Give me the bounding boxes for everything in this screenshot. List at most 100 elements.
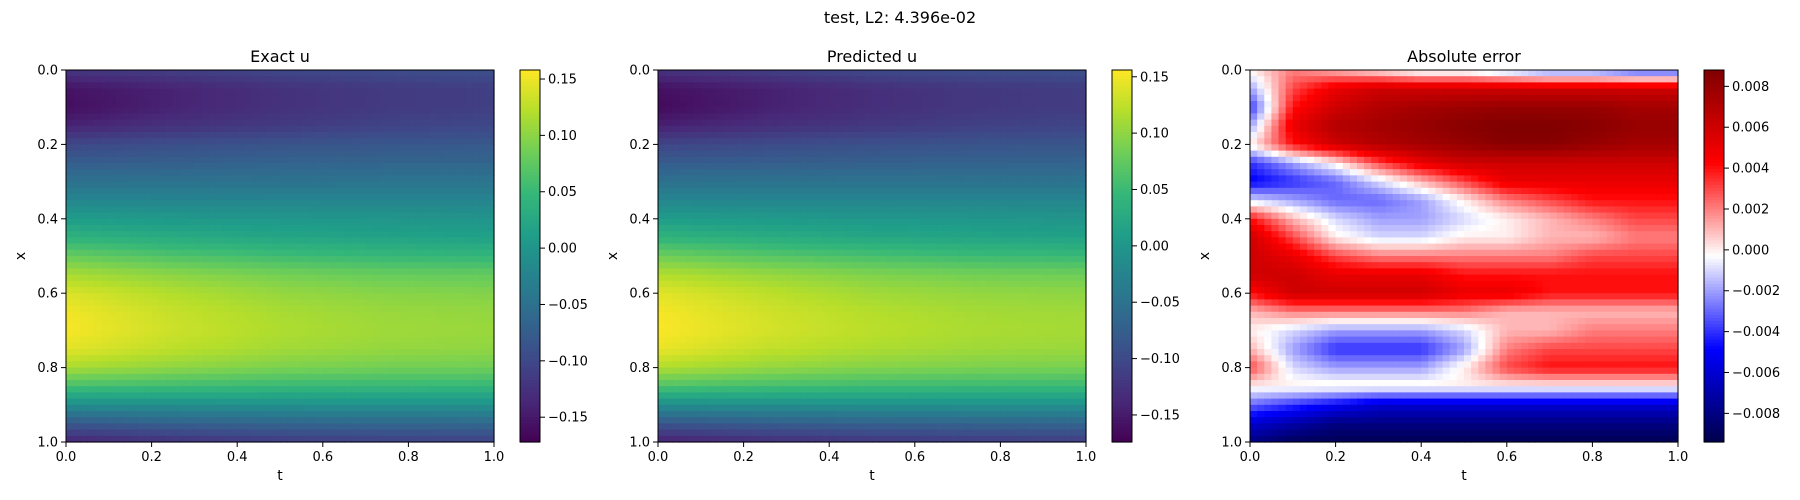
heatmap-cell xyxy=(365,138,374,145)
heatmap-cell xyxy=(679,101,688,108)
heatmap-cell xyxy=(351,280,360,288)
heatmap-cell xyxy=(344,305,352,313)
heatmap-cell xyxy=(101,330,110,338)
heatmap-cell xyxy=(401,249,409,257)
heatmap-cell xyxy=(265,324,274,331)
heatmap-cell xyxy=(301,380,310,387)
heatmap-cell xyxy=(358,243,367,251)
colorbar-segment xyxy=(520,187,540,192)
heatmap-cell xyxy=(244,311,253,319)
heatmap-cell xyxy=(372,231,381,238)
heatmap-cell xyxy=(387,249,395,257)
heatmap-cell xyxy=(394,212,402,220)
heatmap-cell xyxy=(365,144,374,152)
heatmap-cell xyxy=(1036,119,1044,127)
heatmap-cell xyxy=(993,181,1001,189)
colorbar-segment xyxy=(520,321,540,325)
heatmap-cell xyxy=(66,392,74,400)
heatmap-cell xyxy=(87,386,96,393)
heatmap-cell xyxy=(779,132,787,139)
heatmap-cell xyxy=(272,70,281,77)
heatmap-cell xyxy=(180,435,188,443)
x-tick-label: 0.6 xyxy=(312,450,333,465)
heatmap-cell xyxy=(829,175,837,183)
heatmap-cell xyxy=(665,156,673,164)
heatmap-cell xyxy=(408,386,417,393)
heatmap-cell xyxy=(472,262,481,269)
heatmap-cell xyxy=(786,175,795,183)
heatmap-cell xyxy=(743,187,752,195)
heatmap-cell xyxy=(151,398,160,406)
heatmap-cell xyxy=(472,76,481,83)
heatmap-cell xyxy=(258,287,267,294)
heatmap-cell xyxy=(415,150,424,158)
heatmap-cell xyxy=(686,181,695,189)
heatmap-cell xyxy=(893,132,902,139)
heatmap-cell xyxy=(144,138,153,145)
heatmap-cell xyxy=(743,163,752,170)
heatmap-cell xyxy=(700,82,709,90)
heatmap-cell xyxy=(807,88,816,96)
heatmap-cell xyxy=(465,113,474,121)
heatmap-cell xyxy=(921,175,930,183)
heatmap-cell xyxy=(743,175,752,183)
heatmap-cell xyxy=(372,386,381,393)
heatmap-cell xyxy=(800,70,809,77)
heatmap-cell xyxy=(429,113,438,121)
heatmap-cell xyxy=(80,138,88,145)
heatmap-cell xyxy=(244,243,253,251)
heatmap-cell xyxy=(372,361,381,369)
heatmap-cell xyxy=(943,163,952,170)
heatmap-cell xyxy=(265,225,274,232)
heatmap-cell xyxy=(358,268,367,276)
heatmap-cell xyxy=(337,249,345,257)
heatmap-cell xyxy=(444,163,452,170)
heatmap-cell xyxy=(101,150,110,158)
heatmap-cell xyxy=(173,404,181,412)
heatmap-cell xyxy=(372,404,381,412)
heatmap-cell xyxy=(1071,107,1080,114)
heatmap-cell xyxy=(408,243,417,251)
heatmap-cell xyxy=(800,76,809,83)
heatmap-cell xyxy=(287,311,295,319)
colorbar-segment xyxy=(520,104,540,108)
heatmap-cell xyxy=(408,274,417,282)
heatmap-cell xyxy=(151,119,160,127)
heatmap-cell xyxy=(1007,187,1016,195)
heatmap-cell xyxy=(379,132,388,139)
heatmap-cell xyxy=(108,411,117,418)
colorbar-segment xyxy=(520,70,540,74)
colorbar-segment xyxy=(520,256,540,260)
heatmap-cell xyxy=(365,268,374,276)
heatmap-cell xyxy=(237,280,245,288)
heatmap-cell xyxy=(729,82,738,90)
heatmap-cell xyxy=(237,119,245,127)
heatmap-cell xyxy=(173,386,181,393)
heatmap-cell xyxy=(436,293,445,300)
heatmap-cell xyxy=(244,274,253,282)
heatmap-cell xyxy=(137,392,146,400)
heatmap-cell xyxy=(322,88,331,96)
heatmap-cell xyxy=(66,330,74,338)
heatmap-cell xyxy=(222,175,231,183)
heatmap-cell xyxy=(451,262,459,269)
heatmap-cell xyxy=(301,169,310,176)
heatmap-cell xyxy=(280,231,288,238)
heatmap-cell xyxy=(479,429,488,437)
heatmap-cell xyxy=(722,88,730,96)
x-axis-label: t xyxy=(277,468,283,484)
heatmap-cell xyxy=(936,101,944,108)
heatmap-cell xyxy=(337,256,345,263)
heatmap-cell xyxy=(672,150,680,158)
heatmap-cell xyxy=(322,268,331,276)
heatmap-cell xyxy=(108,194,117,201)
heatmap-cell xyxy=(857,181,866,189)
heatmap-cell xyxy=(130,212,138,220)
heatmap-cell xyxy=(893,101,902,108)
heatmap-cell xyxy=(900,70,909,77)
heatmap-cell xyxy=(222,355,231,362)
heatmap-cell xyxy=(165,367,174,375)
heatmap-cell xyxy=(265,268,274,276)
heatmap-cell xyxy=(123,256,131,263)
heatmap-cell xyxy=(280,150,288,158)
